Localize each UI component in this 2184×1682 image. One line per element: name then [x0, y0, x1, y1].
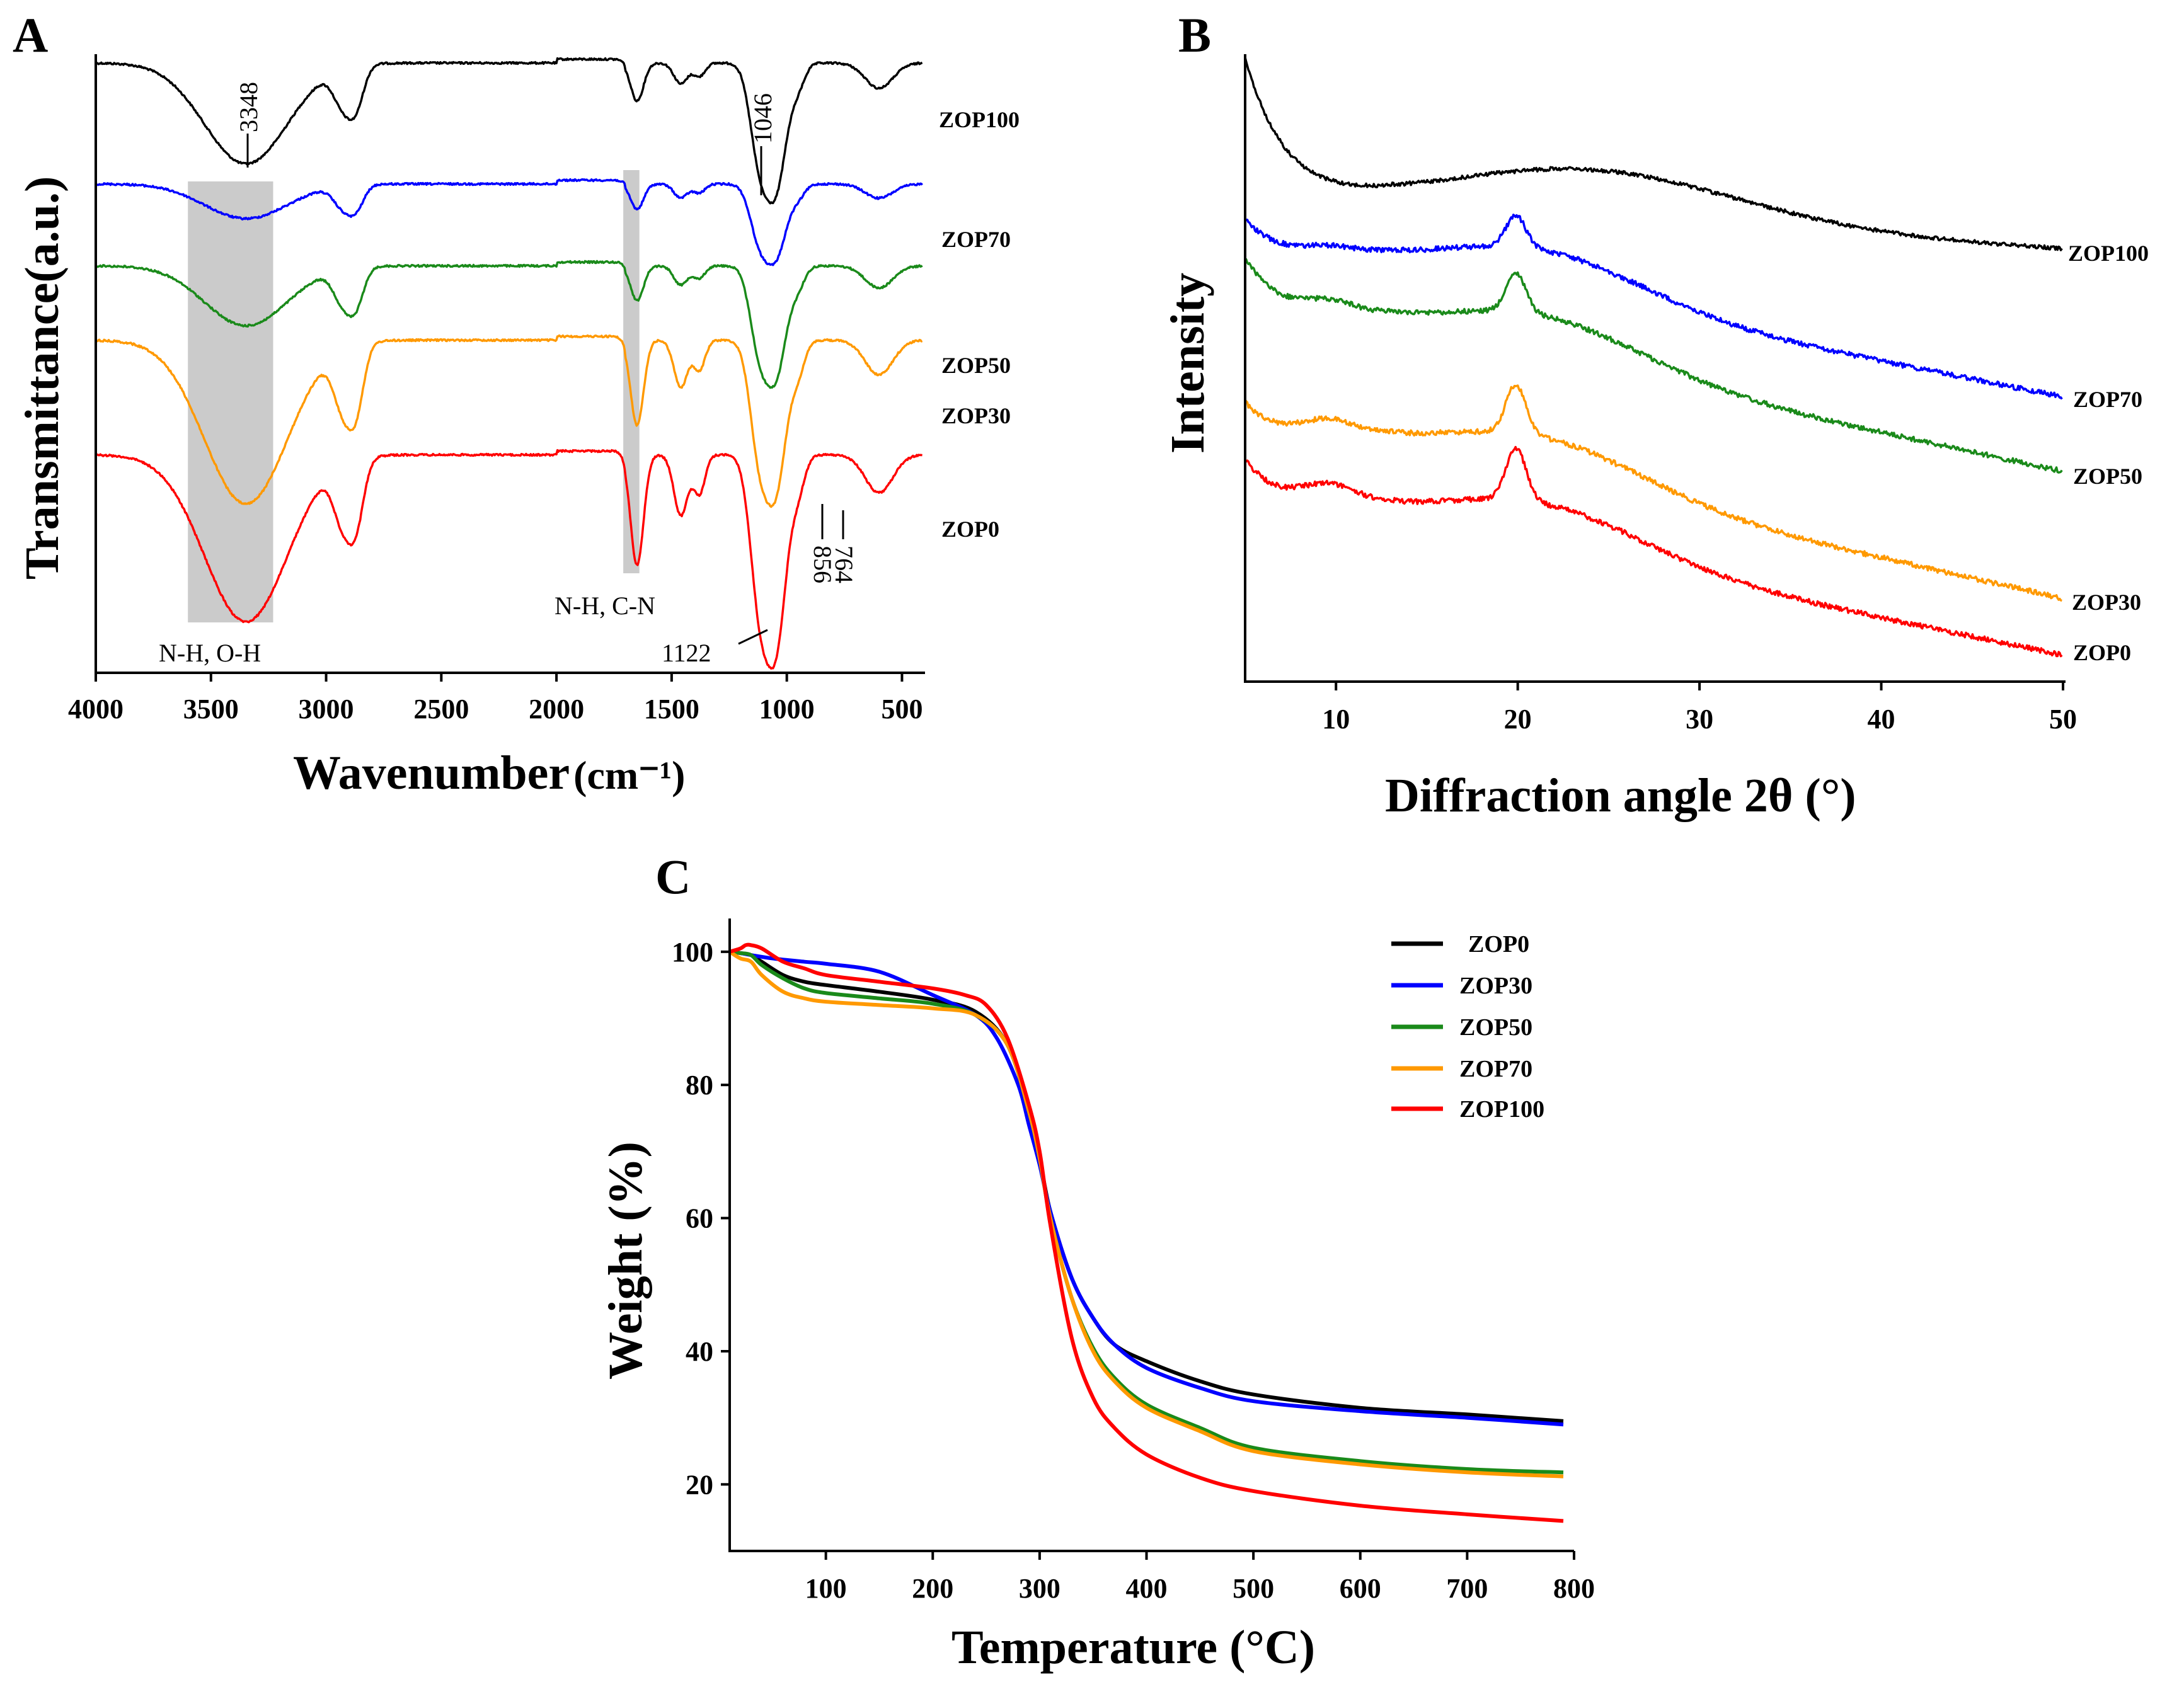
ftir-label-zop30: ZOP30	[941, 403, 1011, 428]
tga-traces	[728, 942, 1564, 1523]
band-nh-oh	[188, 181, 273, 622]
tga-y-tick-label: 100	[672, 937, 713, 968]
ftir-trace-zop0	[95, 449, 922, 670]
tga-trace-zop50	[729, 949, 1564, 1475]
panel-a: A 4000 3500 3000 2500 2000 1500 1000 500 Wavenu…	[13, 8, 1020, 799]
legend-label-zop100: ZOP100	[1459, 1096, 1544, 1123]
peak-1122-leader	[738, 629, 768, 645]
xrd-label-zop100: ZOP100	[2068, 241, 2149, 266]
tga-trace-zop30	[729, 949, 1564, 1427]
tga-y-title: Weight (%)	[599, 1141, 652, 1380]
xrd-x-tick-label: 20	[1504, 704, 1532, 735]
ftir-x-tick-label: 2000	[529, 694, 584, 724]
tga-x-tick-label: 100	[805, 1573, 847, 1604]
tga-x-tick-label: 800	[1553, 1573, 1595, 1604]
band-label-nh-oh: N-H, O-H	[159, 639, 261, 667]
tga-legend: ZOP0 ZOP30 ZOP50 ZOP70 ZOP100	[1391, 931, 1544, 1123]
band-nh-cn	[623, 170, 640, 573]
tga-x-title: Temperature (°C)	[951, 1621, 1315, 1674]
tga-trace-zop100	[729, 942, 1564, 1523]
peak-1122-label: 1122	[662, 639, 711, 667]
ftir-traces	[95, 57, 923, 670]
tga-x-ticks: 100 200 300 400 500 600 700 800	[805, 1551, 1595, 1604]
tga-y-tick-label: 20	[686, 1469, 713, 1500]
tga-x-tick-label: 300	[1019, 1573, 1060, 1604]
xrd-trace-zop70	[1244, 214, 2063, 400]
band-label-nh-cn: N-H, C-N	[555, 592, 655, 620]
panel-b: B 10 20 30 40 50 Diffraction angle 2θ (°) In…	[1161, 8, 2149, 822]
xrd-x-tick-label: 10	[1322, 704, 1350, 735]
ftir-trace-zop30	[95, 334, 923, 508]
tga-y-tick-label: 60	[686, 1203, 713, 1234]
peak-3348-label: 3348	[234, 82, 263, 132]
xrd-x-tick-label: 50	[2049, 704, 2077, 735]
legend-label-zop30: ZOP30	[1459, 973, 1532, 999]
xrd-y-title: Intensity	[1161, 273, 1214, 454]
tga-x-tick-label: 200	[912, 1573, 953, 1604]
xrd-label-zop0: ZOP0	[2073, 640, 2131, 665]
legend-label-zop70: ZOP70	[1459, 1056, 1532, 1082]
tga-trace-zop0	[729, 949, 1564, 1423]
xrd-trace-zop30	[1244, 384, 2062, 602]
tga-y-ticks: 20 40 60 80 100	[672, 937, 730, 1500]
legend-label-zop50: ZOP50	[1459, 1014, 1532, 1041]
ftir-x-ticks: 4000 3500 3000 2500 2000 1500 1000 500	[68, 673, 922, 724]
ftir-x-title: Wavenumber(cm⁻¹)	[293, 747, 685, 799]
ftir-x-tick-label: 1000	[759, 694, 815, 724]
xrd-x-tick-label: 40	[1868, 704, 1895, 735]
tga-trace-zop70	[728, 950, 1564, 1479]
legend-label-zop0: ZOP0	[1468, 931, 1529, 958]
ftir-trace-zop100	[95, 57, 923, 205]
tga-x-tick-label: 700	[1446, 1573, 1488, 1604]
tga-x-tick-label: 600	[1340, 1573, 1381, 1604]
ftir-x-tick-label: 3000	[299, 694, 354, 724]
xrd-trace-zop100	[1244, 57, 2063, 251]
ftir-label-zop100: ZOP100	[939, 107, 1020, 132]
panel-c-letter: C	[655, 849, 691, 904]
peak-1046-label: 1046	[749, 93, 777, 144]
xrd-x-title: Diffraction angle 2θ (°)	[1385, 769, 1856, 822]
ftir-label-zop70: ZOP70	[941, 227, 1011, 252]
panel-a-letter: A	[13, 8, 48, 62]
ftir-y-title: Transmittance(a.u.)	[16, 176, 69, 580]
xrd-label-zop30: ZOP30	[2072, 590, 2141, 615]
panel-b-letter: B	[1178, 8, 1211, 62]
peak-764-label: 764	[830, 546, 858, 583]
ftir-trace-zop50	[95, 260, 923, 389]
ftir-label-zop50: ZOP50	[941, 353, 1011, 378]
ftir-label-zop0: ZOP0	[941, 517, 999, 542]
xrd-trace-zop0	[1244, 445, 2063, 658]
xrd-label-zop70: ZOP70	[2073, 387, 2142, 412]
xrd-x-tick-label: 30	[1686, 704, 1713, 735]
xrd-trace-zop50	[1244, 258, 2063, 474]
peak-856-label: 856	[808, 546, 837, 583]
xrd-x-ticks: 10 20 30 40 50	[1322, 682, 2077, 735]
xrd-traces	[1244, 57, 2063, 658]
tga-y-tick-label: 80	[686, 1070, 713, 1101]
ftir-x-tick-label: 3500	[183, 694, 239, 724]
ftir-trace-zop70	[95, 178, 923, 266]
ftir-x-tick-label: 1500	[644, 694, 699, 724]
ftir-x-tick-label: 4000	[68, 694, 124, 724]
tga-y-tick-label: 40	[686, 1336, 713, 1367]
xrd-label-zop50: ZOP50	[2073, 464, 2142, 489]
tga-x-tick-label: 500	[1233, 1573, 1274, 1604]
panel-c: C 100 200 300 400 500 600 700 800 20 40 60 80 100 T…	[599, 849, 1595, 1674]
ftir-x-tick-label: 2500	[413, 694, 469, 724]
tga-x-tick-label: 400	[1126, 1573, 1168, 1604]
ftir-x-tick-label: 500	[881, 694, 922, 724]
